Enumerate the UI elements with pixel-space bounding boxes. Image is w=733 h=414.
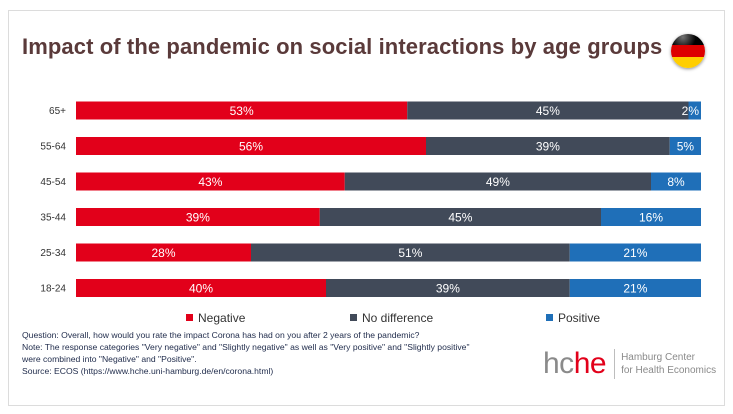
data-label-negative: 40%	[189, 282, 213, 296]
category-label: 25-34	[40, 248, 66, 259]
bar-segment-no-difference	[319, 208, 601, 226]
logo-wordmark: hche	[543, 347, 607, 381]
legend-swatch-positive	[546, 314, 553, 321]
question-note: Question: Overall, how would you rate th…	[22, 330, 420, 340]
bar-segment-no-difference	[426, 137, 670, 155]
bar-segment-no-difference	[344, 172, 651, 191]
data-label-positive: 21%	[623, 246, 647, 260]
logo-name-line-1: Hamburg Center	[621, 352, 695, 363]
data-label-no-difference: 51%	[398, 246, 422, 260]
data-label-no-difference: 49%	[486, 175, 510, 189]
bar-segment-negative	[76, 101, 408, 120]
category-label: 65+	[49, 106, 66, 117]
data-label-negative: 28%	[151, 246, 175, 260]
chart-footnotes: Question: Overall, how would you rate th…	[22, 329, 512, 377]
bar-segment-negative	[76, 243, 251, 262]
bar-segment-no-difference	[251, 243, 570, 262]
chart-title: Impact of the pandemic on social interac…	[22, 34, 663, 59]
legend-label-positive: Positive	[558, 311, 600, 325]
logo-wordmark-hc: hc	[543, 347, 574, 380]
data-label-positive: 2%	[682, 104, 700, 118]
category-label: 45-54	[40, 177, 66, 188]
bar-segment-positive	[601, 208, 701, 226]
bar-segment-no-difference	[407, 101, 689, 120]
category-label: 35-44	[40, 213, 66, 224]
legend-swatch-negative	[186, 314, 193, 321]
logo-institution-name: Hamburg Center for Health Economics	[621, 351, 716, 377]
bar-segment-negative	[76, 279, 326, 297]
data-label-no-difference: 39%	[436, 282, 460, 296]
data-label-negative: 53%	[230, 104, 254, 118]
note-line-1: Note: The response categories "Very nega…	[22, 342, 470, 352]
category-label: 55-64	[40, 142, 66, 153]
data-label-negative: 43%	[198, 175, 222, 189]
category-label: 18-24	[40, 284, 66, 295]
legend-swatch-no-difference	[350, 314, 357, 321]
data-label-no-difference: 39%	[536, 140, 560, 154]
hche-logo: hche Hamburg Center for Health Economics	[543, 346, 716, 382]
bar-segment-negative	[76, 208, 320, 226]
data-label-negative: 39%	[186, 211, 210, 225]
data-label-no-difference: 45%	[448, 211, 472, 225]
bar-segment-positive	[688, 101, 701, 120]
logo-divider	[614, 349, 616, 379]
logo-wordmark-he: he	[573, 347, 607, 380]
bar-segment-negative	[76, 137, 426, 155]
legend-label-no-difference: No difference	[362, 311, 433, 325]
note-line-2: were combined into "Negative" and "Posit…	[22, 354, 197, 364]
germany-flag-icon	[671, 34, 705, 68]
bar-segment-positive	[569, 279, 701, 297]
legend-label-negative: Negative	[198, 311, 246, 325]
bar-segment-positive	[669, 137, 701, 155]
data-label-negative: 56%	[239, 140, 263, 154]
data-label-positive: 21%	[623, 282, 647, 296]
logo-name-line-2: for Health Economics	[621, 365, 717, 376]
data-label-positive: 5%	[677, 140, 695, 154]
data-label-positive: 16%	[639, 211, 663, 225]
bar-segment-positive	[569, 243, 701, 262]
bar-area: 65+ 53% 45% 2% 55-64 56% 39% 5% 45-54 43% 49% 8% 35-…	[40, 101, 701, 297]
source-note: Source: ECOS (https://www.hche.uni-hambu…	[22, 366, 274, 376]
bar-segment-negative	[76, 172, 345, 191]
data-label-positive: 8%	[667, 175, 685, 189]
bar-segment-no-difference	[326, 279, 570, 297]
data-label-no-difference: 45%	[536, 104, 560, 118]
chart-legend: Negative No difference Positive	[186, 311, 600, 325]
bar-segment-positive	[651, 172, 701, 191]
